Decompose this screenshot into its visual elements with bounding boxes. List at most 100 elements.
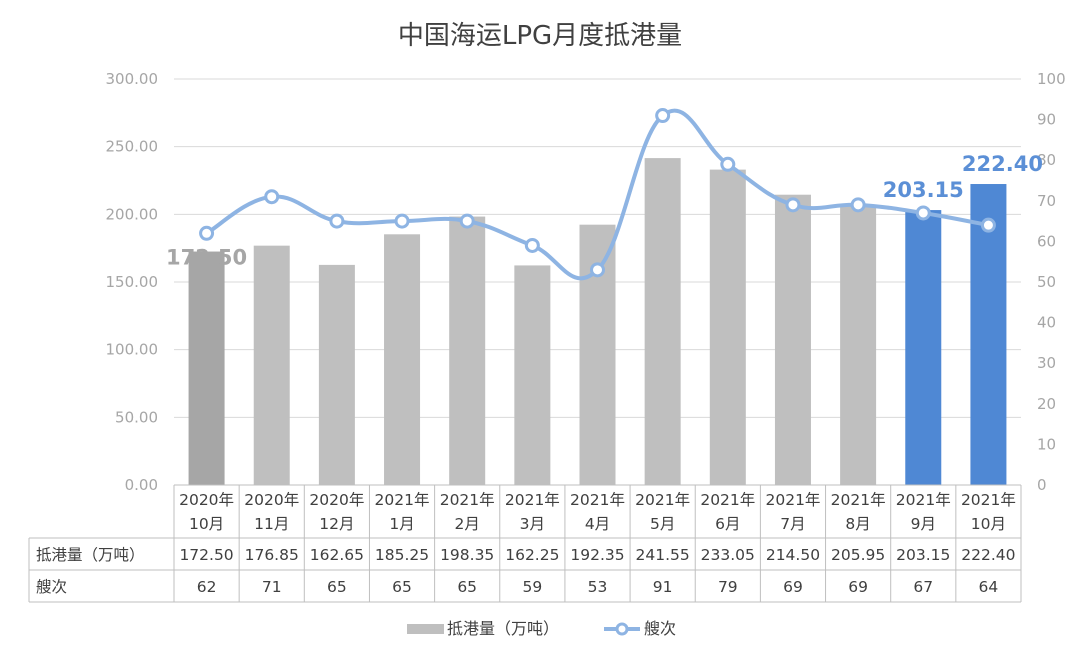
table-cell: 91 — [653, 578, 673, 596]
y-right-tick-label: 10 — [1037, 435, 1056, 453]
y-right-tick-label: 70 — [1037, 192, 1056, 210]
table-cell: 162.25 — [505, 546, 559, 564]
table-cell: 172.50 — [179, 546, 233, 564]
y-left-tick-label: 50.00 — [115, 408, 158, 426]
table-cell: 79 — [718, 578, 738, 596]
bar — [840, 206, 877, 485]
table-cell: 53 — [588, 578, 608, 596]
table-cell: 162.65 — [310, 546, 364, 564]
data-table: 2020年 10月 2020年 11月 2020年 12月 2021年 1月 2021年 2月 20… — [28, 484, 1022, 603]
category-label: 12月 — [319, 515, 354, 533]
category-label: 2021年 — [765, 491, 820, 509]
table-cell: 241.55 — [636, 546, 690, 564]
category-label: 7月 — [780, 515, 805, 533]
bar — [449, 216, 486, 485]
category-label: 8月 — [845, 515, 870, 533]
bar-value-label: 203.15 — [883, 178, 964, 202]
table-cell: 69 — [848, 578, 868, 596]
y-right-tick-label: 80 — [1037, 151, 1056, 169]
bar — [318, 264, 355, 485]
line-point — [329, 213, 345, 229]
category-label: 6月 — [715, 515, 740, 533]
bar — [644, 158, 681, 485]
category-label: 1月 — [389, 515, 414, 533]
category-label: 2021年 — [896, 491, 951, 509]
bar — [709, 169, 746, 486]
table-cell: 222.40 — [961, 546, 1015, 564]
category-label: 11月 — [254, 515, 289, 533]
category-label: 5月 — [650, 515, 675, 533]
category-label: 2020年 — [309, 491, 364, 509]
line-series — [199, 108, 996, 281]
category-label: 2021年 — [831, 491, 886, 509]
line-point — [590, 262, 605, 278]
category-label: 2020年 — [244, 491, 299, 509]
bar-value-label: 222.40 — [962, 152, 1043, 176]
category-label: 10月 — [189, 515, 224, 533]
y-left-tick-label: 200.00 — [106, 205, 159, 223]
table-cell: 65 — [392, 578, 412, 596]
bar-series — [188, 158, 1007, 486]
table-cell: 65 — [457, 578, 477, 596]
category-label: 2020年 — [179, 491, 234, 509]
line-point — [850, 197, 866, 213]
bar — [774, 194, 811, 485]
category-label: 2021年 — [440, 491, 495, 509]
y-axis-left: 0.00 50.00 100.00 150.00 200.00 250.00 300.00 — [106, 70, 159, 494]
category-label: 2021年 — [700, 491, 755, 509]
y-right-tick-label: 60 — [1037, 232, 1056, 250]
bar — [188, 251, 225, 485]
y-right-tick-label: 20 — [1037, 395, 1056, 413]
category-label: 10月 — [971, 515, 1006, 533]
line-point — [199, 225, 215, 241]
line-point — [720, 156, 736, 172]
legend: 抵港量（万吨） 艘次 — [407, 619, 676, 638]
y-right-tick-label: 50 — [1037, 273, 1056, 291]
line-point — [459, 213, 475, 229]
category-label: 3月 — [520, 515, 545, 533]
y-left-tick-label: 250.00 — [106, 138, 159, 156]
y-left-tick-label: 150.00 — [106, 273, 159, 291]
table-cell: 69 — [783, 578, 803, 596]
line-point — [524, 237, 540, 253]
bar — [253, 245, 290, 485]
table-cell: 198.35 — [440, 546, 494, 564]
table-cell: 67 — [913, 578, 933, 596]
category-label: 2月 — [455, 515, 480, 533]
table-cell: 65 — [327, 578, 347, 596]
category-label: 2021年 — [635, 491, 690, 509]
table-cell: 205.95 — [831, 546, 885, 564]
line-point — [785, 197, 801, 213]
table-cell: 203.15 — [896, 546, 950, 564]
table-cell: 214.50 — [766, 546, 820, 564]
bar-value-label: 172.50 — [166, 246, 247, 270]
y-right-tick-label: 90 — [1037, 111, 1056, 129]
table-row-header: 艘次 — [36, 578, 67, 596]
line-point — [655, 108, 671, 124]
y-right-tick-label: 30 — [1037, 354, 1056, 372]
category-label: 9月 — [911, 515, 936, 533]
table-cell: 185.25 — [375, 546, 429, 564]
chart-title: 中国海运LPG月度抵港量 — [398, 21, 682, 51]
category-label: 2021年 — [375, 491, 430, 509]
legend-swatch-marker — [615, 622, 629, 636]
y-left-tick-label: 0.00 — [125, 476, 158, 494]
y-axis-right: 0 10 20 30 40 50 60 70 80 90 100 — [1037, 70, 1066, 494]
line-point — [915, 205, 931, 221]
table-cell: 192.35 — [570, 546, 624, 564]
bar — [514, 265, 551, 485]
legend-label: 艘次 — [644, 619, 676, 638]
table-cell: 176.85 — [245, 546, 299, 564]
y-left-tick-label: 300.00 — [106, 70, 159, 88]
legend-swatch-bar — [407, 624, 444, 634]
bar — [384, 234, 421, 485]
bar — [970, 184, 1007, 485]
category-label: 2021年 — [570, 491, 625, 509]
category-label: 2021年 — [505, 491, 560, 509]
line-point — [394, 213, 410, 229]
line-point — [264, 189, 280, 205]
y-right-tick-label: 40 — [1037, 314, 1056, 332]
category-label: 4月 — [585, 515, 610, 533]
